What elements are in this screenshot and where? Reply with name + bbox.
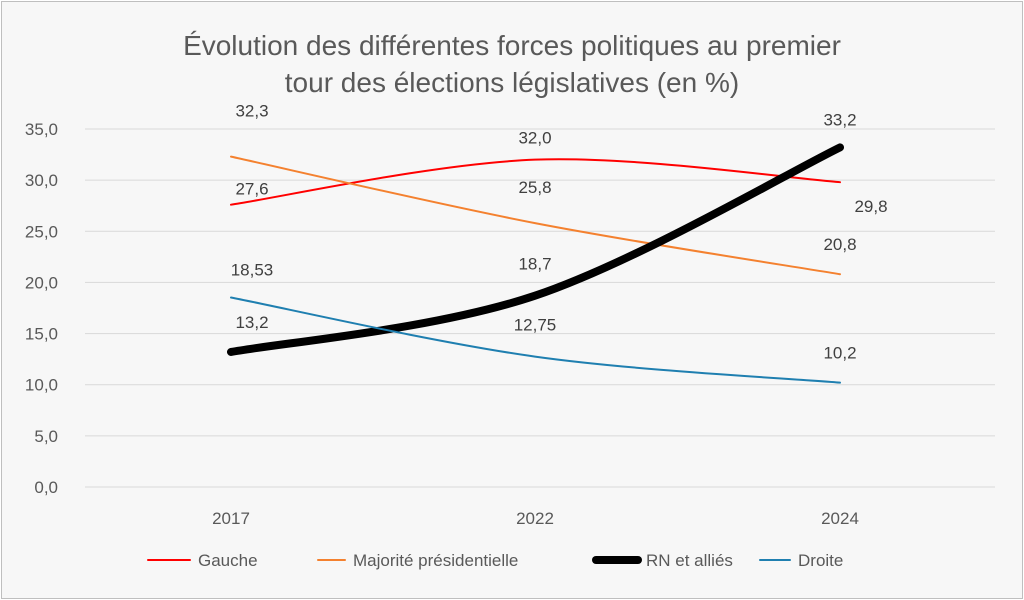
data-label-rn-et-allies: 33,2	[823, 110, 856, 129]
data-label-gauche: 27,6	[235, 180, 268, 199]
y-tick-label: 25,0	[25, 222, 58, 241]
y-tick-label: 0,0	[34, 478, 58, 497]
data-label-majorite-presidentielle: 32,3	[235, 102, 268, 121]
chart-title-line-1: Évolution des différentes forces politiq…	[183, 30, 841, 61]
x-tick-label: 2017	[212, 509, 250, 528]
legend-label: Gauche	[198, 551, 258, 570]
legend-item-droite[interactable]: Droite	[759, 551, 843, 570]
data-label-droite: 12,75	[514, 316, 557, 335]
data-label-majorite-presidentielle: 20,8	[823, 235, 856, 254]
y-tick-label: 35,0	[25, 120, 58, 139]
legend-item-rn-et-allies[interactable]: RN et alliés	[592, 551, 733, 570]
data-label-rn-et-allies: 18,7	[518, 255, 551, 274]
y-tick-label: 5,0	[34, 427, 58, 446]
legend-item-gauche[interactable]: Gauche	[147, 551, 258, 570]
y-tick-label: 15,0	[25, 325, 58, 344]
legend-label: RN et alliés	[646, 551, 733, 570]
y-tick-label: 30,0	[25, 171, 58, 190]
x-tick-label: 2022	[516, 509, 554, 528]
data-label-droite: 10,2	[823, 344, 856, 363]
data-label-majorite-presidentielle: 25,8	[518, 178, 551, 197]
y-tick-label: 10,0	[25, 376, 58, 395]
data-label-gauche: 29,8	[854, 197, 887, 216]
legend-label: Droite	[798, 551, 843, 570]
chart-title-line-2: tour des élections législatives (en %)	[285, 67, 739, 98]
legend-label: Majorité présidentielle	[353, 551, 518, 570]
series-line-droite	[230, 296, 841, 384]
series-line-rn-et-allies	[227, 143, 844, 356]
data-label-gauche: 32,0	[518, 129, 551, 148]
legend-item-majorite-presidentielle[interactable]: Majorité présidentielle	[317, 551, 518, 570]
y-tick-label: 20,0	[25, 273, 58, 292]
x-tick-label: 2024	[821, 509, 859, 528]
data-label-droite: 18,53	[231, 260, 274, 279]
data-label-rn-et-allies: 13,2	[235, 313, 268, 332]
series-line-majorite-presidentielle	[230, 155, 841, 276]
series-line-gauche	[230, 158, 841, 206]
